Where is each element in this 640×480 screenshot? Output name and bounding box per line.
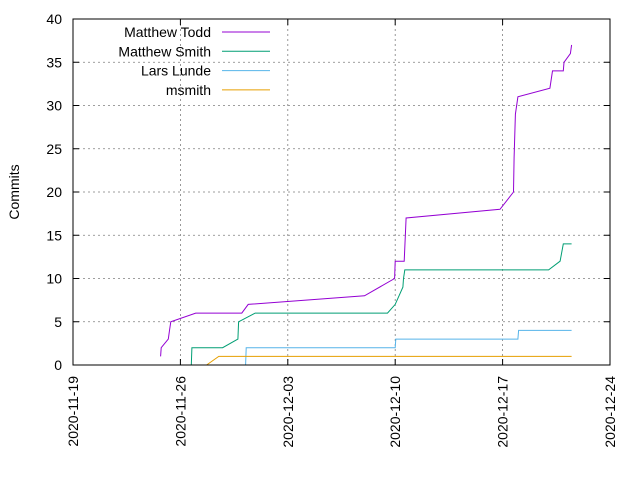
y-tick-label: 0 bbox=[54, 357, 62, 373]
y-tick-label: 35 bbox=[46, 54, 62, 70]
y-tick-label: 10 bbox=[46, 271, 62, 287]
legend-label-matthew-smith: Matthew Smith bbox=[118, 43, 211, 59]
x-tick-label: 2020-12-10 bbox=[387, 376, 403, 448]
series-line-matthew-smith bbox=[190, 243, 572, 366]
y-tick-label: 5 bbox=[54, 314, 62, 330]
legend-label-matthew-todd: Matthew Todd bbox=[124, 24, 211, 40]
legend-label-lars-lunde: Lars Lunde bbox=[141, 63, 211, 79]
x-tick-label: 2020-12-17 bbox=[495, 376, 511, 448]
x-tick-label: 2020-11-26 bbox=[172, 376, 188, 447]
x-tick-label: 2020-12-03 bbox=[280, 376, 296, 448]
series-line-matthew-todd bbox=[160, 44, 573, 357]
series-line-lars-lunde bbox=[245, 329, 572, 366]
x-tick-label: 2020-11-19 bbox=[65, 376, 81, 447]
series-lines bbox=[160, 44, 573, 366]
y-tick-label: 20 bbox=[46, 184, 62, 200]
y-tick-label: 25 bbox=[46, 141, 62, 157]
y-tick-label: 30 bbox=[46, 98, 62, 114]
legend-label-msmith: msmith bbox=[166, 82, 211, 98]
legend: Matthew Todd Matthew Smith Lars Lunde msmit… bbox=[118, 24, 270, 98]
y-axis-label: Commits bbox=[6, 164, 22, 219]
x-tick-label: 2020-12-24 bbox=[602, 376, 618, 448]
axis-ticks bbox=[72, 18, 611, 366]
y-tick-labels: 0 5 10 15 20 25 30 35 40 bbox=[46, 11, 62, 373]
y-tick-label: 15 bbox=[46, 227, 62, 243]
y-tick-label: 40 bbox=[46, 11, 62, 27]
series-line-msmith bbox=[206, 355, 572, 366]
x-tick-labels: 2020-11-19 2020-11-26 2020-12-03 2020-12-10… bbox=[65, 376, 618, 448]
